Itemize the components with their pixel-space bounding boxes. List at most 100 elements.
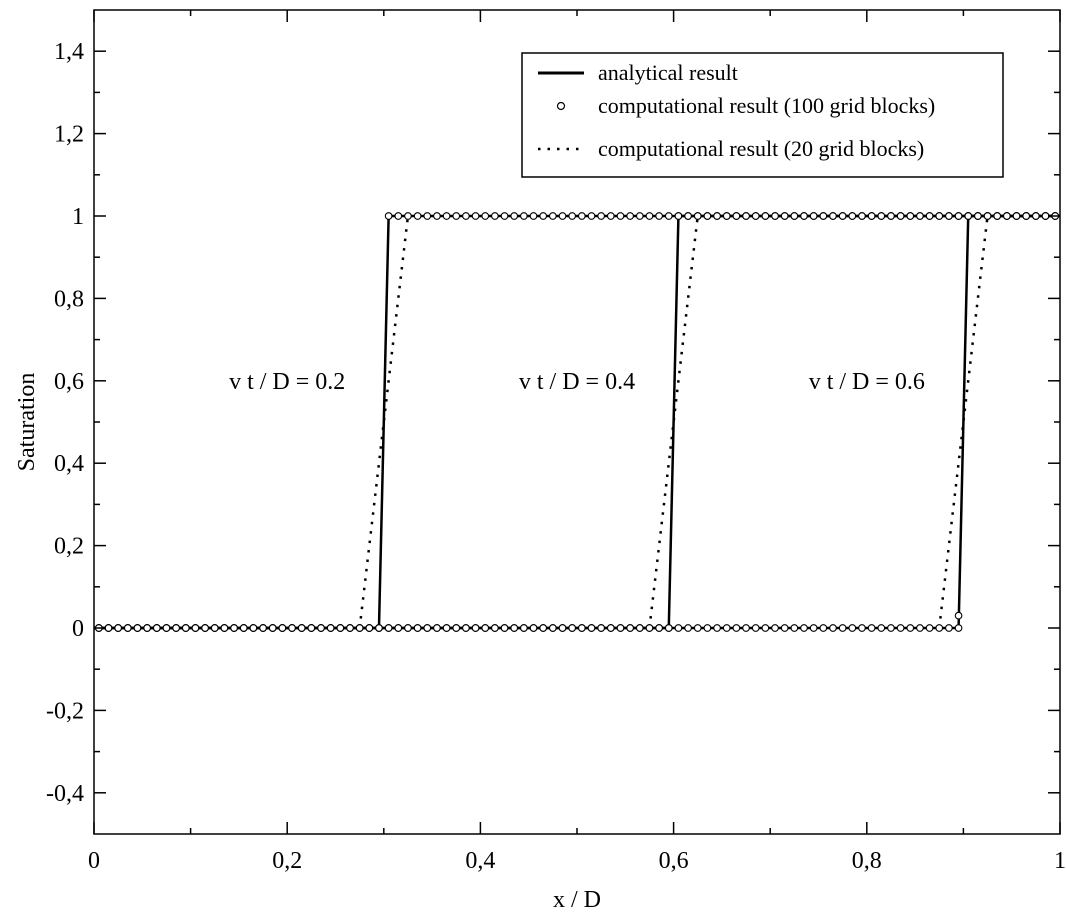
series-100-blocks-point: [152, 624, 161, 632]
y-tick-label: 0,4: [54, 451, 84, 477]
series-100-blocks-point: [365, 624, 374, 632]
axis-tick-labels: 0 0,2 0,4 0,6 0,8 1 -0,4 -0,2 0 0,2 0,4 0,6 0,8 1 1,2 1…: [46, 39, 1066, 874]
series-100-blocks-point: [191, 624, 200, 632]
y-tick-label: 0,6: [54, 369, 84, 395]
series-100-blocks-point: [529, 624, 538, 632]
series-100-blocks-point: [925, 212, 934, 220]
series-100-blocks-point: [954, 611, 963, 620]
legend-label-100-blocks: computational result (100 grid blocks): [598, 93, 935, 118]
series-100-blocks-point: [693, 212, 702, 220]
series-100-blocks-point: [1012, 212, 1021, 220]
series-100-blocks-point: [664, 624, 673, 632]
series-100-blocks-point: [751, 212, 760, 220]
series-100-blocks-point: [326, 624, 335, 632]
series-100-blocks-point: [713, 624, 721, 632]
series-100-blocks-point: [800, 624, 808, 632]
series-100-blocks-point: [742, 624, 750, 632]
series-100-blocks-point: [123, 624, 132, 632]
series-100-blocks-point: [616, 212, 625, 220]
series-100-blocks-point: [945, 624, 953, 632]
series-100-blocks-point: [346, 624, 354, 632]
series-100-blocks-point: [809, 212, 818, 220]
series-100-blocks-point: [510, 624, 519, 632]
series-100-blocks-point: [433, 212, 441, 220]
legend-label-analytical: analytical result: [598, 60, 738, 85]
series-100-blocks-point: [491, 212, 499, 220]
x-tick-label: 0,6: [659, 848, 689, 874]
series-100-blocks-point: [375, 624, 383, 632]
series-100-blocks-point: [626, 212, 634, 220]
series-100-blocks-point: [520, 624, 528, 632]
series-100-blocks-point: [172, 624, 180, 632]
series-100-blocks-point: [133, 624, 142, 632]
legend-label-20-blocks: computational result (20 grid blocks): [598, 136, 924, 161]
series-100-blocks-point: [742, 212, 750, 220]
series-100-blocks-point: [655, 624, 663, 632]
legend-swatch-100-blocks: [556, 101, 566, 111]
series-100-blocks-point: [587, 212, 596, 220]
series-100-blocks-point: [462, 624, 470, 632]
series-100-blocks-point: [413, 624, 422, 632]
series-100-blocks-point: [181, 624, 190, 632]
series-100-blocks-point: [722, 624, 731, 632]
series-100-blocks-point: [568, 212, 577, 220]
series-100-blocks-point: [1031, 212, 1040, 220]
series-100-blocks-point: [732, 624, 741, 632]
x-axis-title: x / D: [553, 887, 601, 913]
front-annotation: v t / D = 0.2: [229, 369, 345, 395]
y-tick-label: 0,8: [54, 286, 84, 312]
series-100-blocks-point: [896, 212, 905, 220]
series-100-blocks-point: [500, 624, 509, 632]
x-tick-label: 0,2: [272, 848, 302, 874]
series-100-blocks-point: [732, 212, 741, 220]
series-100-blocks-point: [858, 212, 866, 220]
series-100-blocks-point: [819, 624, 828, 632]
series-100-blocks-point: [539, 212, 548, 220]
series-100-blocks-point: [887, 212, 895, 220]
series-100-blocks-point: [771, 212, 779, 220]
y-tick-label: 0: [72, 616, 84, 642]
y-tick-label: 0,2: [54, 534, 84, 560]
series-100-blocks-point: [568, 624, 577, 632]
series-100-blocks-point: [983, 212, 992, 220]
series-100-blocks-point: [297, 624, 306, 632]
x-tick-label: 0,8: [852, 848, 882, 874]
series-100-blocks-point: [819, 212, 828, 220]
series-100-blocks-point: [713, 212, 721, 220]
series-100-blocks-point: [867, 212, 876, 220]
series-100-blocks-point: [288, 624, 296, 632]
series-100-blocks-point: [771, 624, 779, 632]
series-100-blocks-point: [954, 624, 963, 632]
series-100-blocks-point: [529, 212, 538, 220]
series-100-blocks-point: [867, 624, 876, 632]
series-100-blocks-point: [239, 624, 248, 632]
series-100-blocks-point: [635, 624, 644, 632]
series-100-blocks-point: [278, 624, 287, 632]
x-tick-label: 0: [88, 848, 100, 874]
series-analytical-line: [94, 214, 1060, 630]
series-100-blocks-point: [413, 212, 422, 220]
series-100-blocks-point: [471, 212, 480, 220]
series-100-blocks-point: [220, 624, 229, 632]
series-100-blocks-point: [452, 624, 461, 632]
series-100-blocks-point: [780, 212, 789, 220]
series-100-blocks-point: [597, 624, 606, 632]
series-100-blocks-point: [404, 624, 412, 632]
series-100-blocks-point: [925, 624, 934, 632]
series-analytical-line: [94, 214, 1060, 630]
series-100-blocks-point: [722, 212, 731, 220]
series-100-blocks-point: [539, 624, 548, 632]
series-100-blocks-point: [404, 212, 412, 220]
series-100-blocks-point: [114, 624, 122, 632]
series-100-blocks-point: [858, 624, 866, 632]
series-100-blocks-point: [761, 624, 770, 632]
series-100-blocks-point: [848, 624, 857, 632]
series-100-blocks-point: [800, 212, 808, 220]
series-100-blocks-point: [462, 212, 470, 220]
series-100-blocks-point: [384, 212, 393, 220]
plot-marks: [94, 212, 1060, 632]
series-100-blocks-point: [433, 624, 441, 632]
series-100-blocks-point: [935, 212, 944, 220]
series-100-blocks-point: [491, 624, 499, 632]
series-100-blocks-point: [751, 624, 760, 632]
